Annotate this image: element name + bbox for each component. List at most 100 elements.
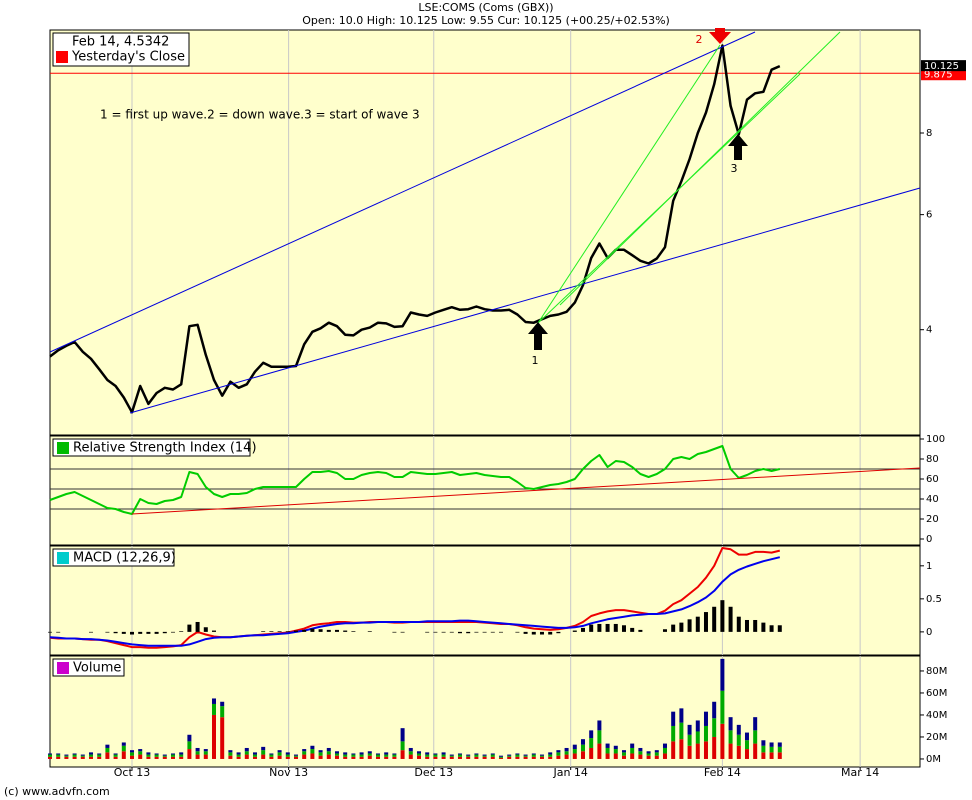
bar <box>597 743 602 759</box>
bar <box>408 751 413 755</box>
bar <box>121 745 126 752</box>
legend-entry: Relative Strength Index (14) <box>73 441 257 456</box>
bar <box>146 754 151 757</box>
bar <box>744 619 749 632</box>
bar <box>269 753 274 755</box>
y-tick-label: 40M <box>926 710 947 721</box>
bar <box>392 753 397 755</box>
bar <box>179 752 184 755</box>
bar <box>597 730 602 744</box>
bar <box>580 744 585 752</box>
bar <box>367 753 372 756</box>
bar <box>80 755 85 757</box>
bar <box>777 625 782 632</box>
y-tick-label: 0M <box>926 754 941 765</box>
bar <box>318 755 323 759</box>
bar <box>244 754 249 759</box>
bar <box>138 749 143 752</box>
bar <box>146 756 151 759</box>
bar <box>48 753 52 755</box>
bar <box>539 756 544 759</box>
bar <box>695 731 700 744</box>
legend-title: Feb 14, 4.5342 <box>72 35 169 50</box>
bar <box>769 752 774 759</box>
bar <box>375 754 380 757</box>
bar <box>318 752 323 756</box>
bar <box>597 623 602 632</box>
bar <box>679 722 684 740</box>
bar <box>187 749 192 759</box>
bar <box>416 751 421 754</box>
bar <box>605 753 610 759</box>
bar <box>597 720 602 731</box>
bar <box>425 631 430 633</box>
bar <box>687 745 692 759</box>
bar <box>252 756 257 759</box>
bar <box>195 751 200 755</box>
bar <box>154 756 159 759</box>
bar <box>630 753 635 759</box>
bar <box>703 725 708 742</box>
bar <box>736 734 741 746</box>
y-tick-label: 60 <box>926 474 939 485</box>
bar <box>777 746 782 753</box>
chart-subtitle: Open: 10.0 High: 10.125 Low: 9.55 Cur: 1… <box>302 14 670 27</box>
bar <box>302 751 307 755</box>
bar <box>695 720 700 732</box>
bar <box>531 754 536 757</box>
bar <box>556 631 561 634</box>
legend-box <box>52 548 175 567</box>
bar <box>457 631 462 634</box>
bar <box>687 619 692 632</box>
bar <box>343 630 348 632</box>
bar <box>474 756 479 759</box>
bar <box>72 753 77 755</box>
bar <box>97 754 102 757</box>
bar <box>154 631 159 634</box>
bar <box>466 755 471 757</box>
bar <box>712 718 717 737</box>
bar <box>605 747 610 754</box>
bar <box>203 749 208 752</box>
bar <box>170 631 175 633</box>
bar <box>146 752 151 755</box>
bar <box>203 751 208 755</box>
bar <box>548 631 553 635</box>
bar <box>449 631 454 633</box>
bar <box>48 756 52 759</box>
bar <box>679 622 684 632</box>
bar <box>261 750 266 755</box>
bar <box>703 741 708 759</box>
bar <box>630 627 635 632</box>
bar <box>605 623 610 632</box>
legend-swatch <box>57 552 69 564</box>
bar <box>261 754 266 759</box>
bar <box>720 690 725 724</box>
bar <box>621 750 626 753</box>
bar <box>375 756 380 759</box>
bar <box>507 756 512 759</box>
bar <box>310 749 315 754</box>
bar <box>580 751 585 759</box>
bar <box>416 753 421 756</box>
line <box>49 556 781 647</box>
bar <box>441 754 446 757</box>
bar <box>228 752 233 756</box>
bar <box>457 756 462 759</box>
bar <box>80 754 85 756</box>
y-tick-label: 0.5 <box>926 594 942 605</box>
bar <box>146 631 151 634</box>
bar <box>343 754 348 757</box>
bar <box>589 730 594 739</box>
bar <box>671 711 676 726</box>
bar <box>162 756 167 759</box>
bar <box>113 756 118 759</box>
bar <box>113 753 118 755</box>
bar <box>56 753 61 755</box>
bar <box>572 749 577 754</box>
bar <box>400 728 405 742</box>
bar <box>646 755 651 759</box>
bar <box>482 756 487 759</box>
bar <box>113 631 118 634</box>
wave-label: 1 <box>532 354 539 367</box>
